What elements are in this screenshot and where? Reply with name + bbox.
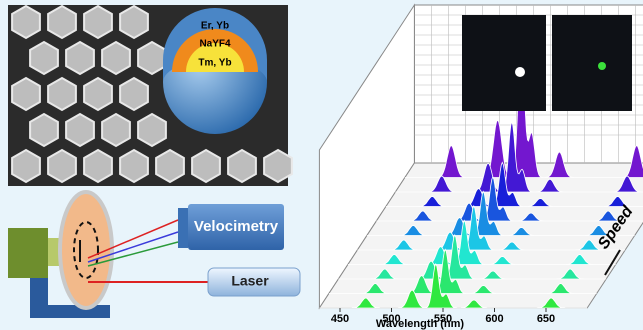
x-tick-label: 600: [485, 313, 503, 325]
particle: [30, 114, 58, 146]
particle: [12, 150, 40, 182]
particle: [84, 6, 112, 38]
particle: [48, 150, 76, 182]
particle: [120, 150, 148, 182]
lens: [178, 208, 188, 248]
particle: [12, 78, 40, 110]
particle: [48, 6, 76, 38]
photo-blue: [462, 15, 546, 111]
particle: [48, 78, 76, 110]
core-shell-particle: Er, Yb NaYF4 Tm, Yb: [163, 8, 267, 134]
velocimetry-label: Velocimetry: [194, 218, 279, 235]
setup: Velocimetry Laser: [8, 192, 300, 318]
x-tick-label: 650: [537, 313, 555, 325]
blue-spot: [515, 67, 525, 77]
particle: [120, 6, 148, 38]
particle: [84, 78, 112, 110]
particle: [192, 150, 220, 182]
x-axis-label: Wavelength (nm): [376, 318, 465, 330]
outer-label: Er, Yb: [201, 21, 229, 32]
particle: [264, 150, 292, 182]
laser-label: Laser: [231, 273, 269, 289]
figure: Er, Yb NaYF4 Tm, Yb Velocimetry Laser 45…: [0, 0, 643, 330]
green-spot: [598, 62, 606, 70]
x-tick-label: 450: [331, 313, 349, 325]
particle: [228, 150, 256, 182]
particle: [120, 78, 148, 110]
particle: [84, 150, 112, 182]
middle-label: NaYF4: [199, 39, 231, 50]
particle: [138, 114, 166, 146]
particle: [66, 42, 94, 74]
photo-green: [552, 15, 632, 111]
particle: [30, 42, 58, 74]
particle: [102, 42, 130, 74]
motor: [8, 228, 48, 278]
disk: [60, 192, 112, 308]
particle: [66, 114, 94, 146]
particle: [156, 150, 184, 182]
core-label: Tm, Yb: [198, 58, 231, 69]
particle: [102, 114, 130, 146]
particle: [12, 6, 40, 38]
particle: [138, 42, 166, 74]
